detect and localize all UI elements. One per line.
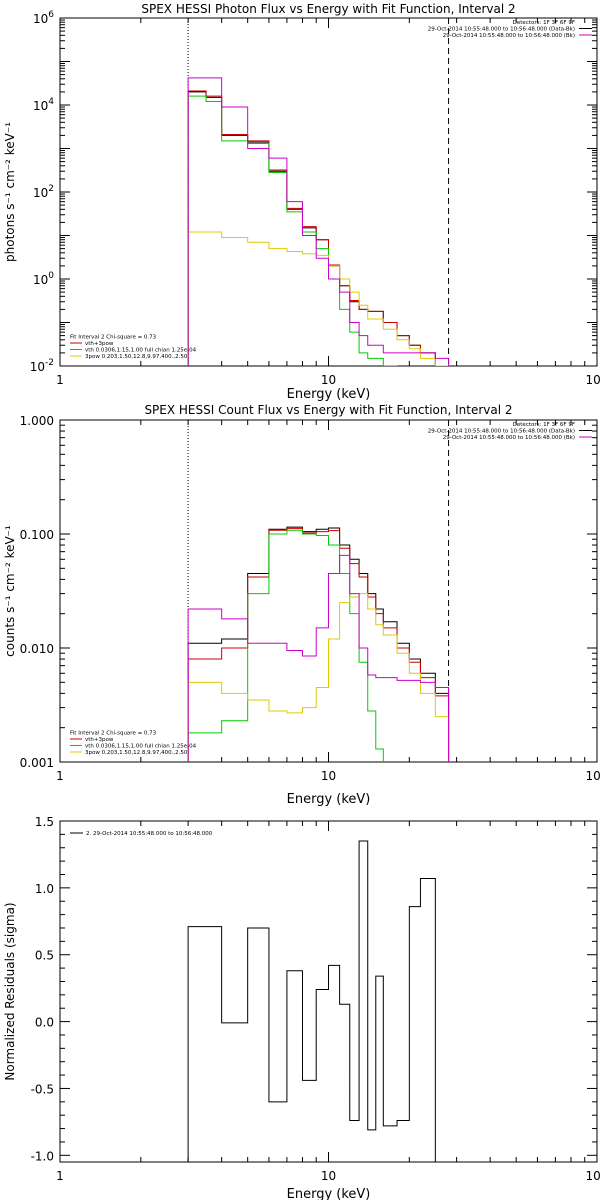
plot-frame (59, 17, 598, 367)
y-tick-label: 102 (33, 184, 54, 200)
series-line-5 (187, 77, 450, 366)
x-tick-label: 10 (321, 373, 336, 387)
x-tick-label: 1 (56, 1169, 64, 1183)
y-tick-label: -0.5 (31, 1082, 54, 1096)
x-tick-label: 100 (586, 769, 600, 783)
chart-panel-3: Energy (keV) Normalized Residuals (sigma)… (3, 815, 600, 1200)
y-tick-label: 10-2 (30, 358, 54, 374)
x-tick-label: 10 (321, 1169, 336, 1183)
x-axis-label: Energy (keV) (287, 387, 371, 402)
y-tick-label: 1.000 (20, 414, 54, 428)
legend-bottom-text: Fit Interval 2 Chi-square = 0.73 (70, 335, 157, 341)
y-tick-label: 100 (33, 271, 54, 287)
x-tick-label: 1 (56, 769, 64, 783)
legend-top-text: Detectors: 1F 3F 6F 9F (513, 422, 575, 428)
legend-bottom-text: vth 0.0306,1.15,1.00 full chian 1.25e-04 (85, 348, 197, 354)
x-axis-label: Energy (keV) (287, 1187, 371, 1200)
series-group (187, 526, 450, 762)
y-tick-label: 1.5 (35, 815, 54, 829)
legend-top-text: 29-Oct-2014 10:55:48.000 to 10:56:48.000… (443, 435, 575, 441)
series-line-4 (187, 593, 450, 762)
series-line-5 (187, 554, 450, 762)
legend-bottom-text: vth+3pow (85, 737, 114, 743)
chart-title: SPEX HESSI Count Flux vs Energy with Fit… (144, 403, 512, 417)
legend-bottom-text: Fit Interval 2 Chi-square = 0.73 (70, 731, 157, 737)
legend-top-text: 29-Oct-2014 10:55:48.000 to 10:56:48.000… (428, 27, 575, 33)
series-group (187, 840, 450, 1162)
y-tick-label: 0.100 (20, 528, 54, 542)
x-tick-label: 100 (586, 373, 600, 387)
y-tick-label: 104 (33, 97, 54, 113)
legend-bottom-text: vth 0.0306,1.15,1.00 full chian 1.25e-04 (85, 744, 197, 750)
x-tick-label: 100 (586, 1169, 600, 1183)
y-axis-label: photons s⁻¹ cm⁻² keV⁻¹ (3, 122, 17, 262)
plot-frame (59, 820, 598, 1163)
y-axis-label: counts s⁻¹ cm⁻² keV⁻¹ (3, 525, 17, 657)
x-axis-label: Energy (keV) (287, 792, 371, 807)
legend-top-text: Detectors: 1F 3F 6F 9F (513, 20, 575, 26)
series-group (187, 77, 450, 366)
legend-top-text: 29-Oct-2014 10:55:48.000 to 10:56:48.000… (443, 33, 575, 39)
y-tick-label: 1.0 (35, 882, 54, 896)
y-tick-label: 0.001 (20, 756, 54, 770)
y-tick-label: -1.0 (31, 1149, 54, 1163)
chart-title: SPEX HESSI Photon Flux vs Energy with Fi… (141, 2, 515, 16)
series-line-1 (187, 840, 450, 1162)
legend-top-text: 29-Oct-2014 10:55:48.000 to 10:56:48.000… (428, 429, 575, 435)
y-tick-label: 0.5 (35, 949, 54, 963)
y-tick-label: 106 (33, 10, 54, 26)
y-tick-label: 0.010 (20, 642, 54, 656)
chart-panel-1: SPEX HESSI Photon Flux vs Energy with Fi… (3, 2, 600, 402)
legend-bottom-text: vth+3pow (85, 341, 114, 347)
y-axis-label: Normalized Residuals (sigma) (3, 902, 17, 1080)
legend-bottom-text: 3pow 0.203,1.50,12.8,9.97,400.,2.50 (85, 750, 188, 756)
x-tick-label: 1 (56, 373, 64, 387)
legend-bottom-text: 3pow 0.203,1.50,12.8,9.97,400.,2.50 (85, 354, 188, 360)
chart-panel-2: SPEX HESSI Count Flux vs Energy with Fit… (3, 403, 600, 807)
x-tick-label: 10 (321, 769, 336, 783)
y-tick-label: 0.0 (35, 1016, 54, 1030)
legend-text: 2. 29-Oct-2014 10:55:48.000 to 10:56:48.… (86, 831, 213, 837)
